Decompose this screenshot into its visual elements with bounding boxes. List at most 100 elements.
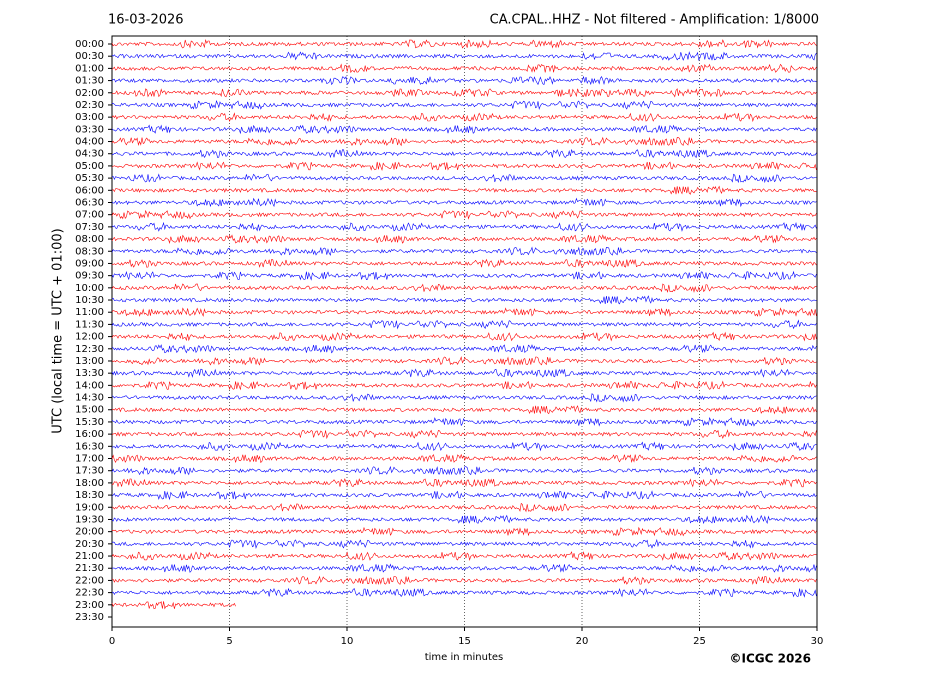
y-tick-label: 10:30 [75,295,104,306]
trace [111,136,817,147]
trace [111,331,817,342]
trace [111,441,817,452]
trace [111,563,817,573]
x-tick-label: 5 [226,636,232,647]
trace [111,209,817,220]
y-tick-label: 12:00 [75,332,104,343]
trace [111,490,817,501]
y-tick-label: 09:00 [75,258,104,269]
y-tick-label: 12:30 [75,344,104,355]
trace [111,453,817,464]
y-tick-label: 20:30 [75,539,104,550]
trace [111,100,817,111]
y-tick-label: 20:00 [75,527,104,538]
trace [111,234,817,245]
trace [111,344,817,354]
y-tick-label: 11:00 [75,307,104,318]
y-tick-label: 23:00 [75,600,104,611]
x-tick-label: 20 [576,636,589,647]
y-tick-label: 22:30 [75,588,104,599]
x-tick-label: 0 [109,636,115,647]
trace [111,246,817,256]
trace [111,63,817,74]
y-tick-label: 06:30 [75,197,104,208]
x-axis-label: time in minutes [425,652,504,663]
trace [112,148,817,159]
y-tick-label: 14:30 [75,393,104,404]
y-tick-label: 16:00 [75,429,104,440]
plot-frame [111,35,818,628]
y-tick-label: 07:00 [75,210,104,221]
trace [111,465,817,476]
y-tick-label: 03:00 [75,112,104,123]
y-tick-label: 08:00 [75,234,104,245]
y-tick-label: 02:00 [75,88,104,99]
trace [111,307,817,317]
y-axis-label: UTC (local time = UTC + 01:00) [51,228,66,433]
trace [111,51,817,62]
chart-title-left: 16-03-2026 [108,13,184,28]
y-tick-label: 13:30 [75,368,104,379]
y-tick-label: 14:00 [75,380,104,391]
x-tick-label: 10 [341,636,354,647]
trace [111,368,817,378]
y-tick-label: 07:30 [75,222,104,233]
trace [111,587,817,598]
y-tick-label: 04:30 [75,149,104,160]
y-tick-label: 06:00 [75,185,104,196]
trace [111,380,817,391]
trace [111,319,817,330]
trace [111,39,817,49]
trace [111,258,817,268]
trace [111,601,236,610]
y-tick-label: 08:30 [75,246,104,257]
y-tick-label: 21:00 [75,551,104,562]
y-tick-label: 23:30 [75,612,104,623]
trace [111,393,817,403]
y-tick-label: 13:00 [75,356,104,367]
y-tick-label: 00:00 [75,39,104,50]
trace [111,356,817,366]
y-tick-label: 21:30 [75,563,104,574]
x-tick-label: 15 [458,636,471,647]
y-tick-label: 03:30 [75,124,104,135]
chart-title-right: CA.CPAL..HHZ - Not filtered - Amplificat… [490,13,819,28]
trace [111,417,817,427]
x-tick-label: 30 [811,636,824,647]
y-tick-label: 00:30 [75,51,104,62]
y-tick-label: 11:30 [75,319,104,330]
y-tick-label: 19:30 [75,514,104,525]
y-tick-label: 18:30 [75,490,104,501]
trace [111,185,817,195]
trace [111,526,817,537]
y-tick-label: 05:30 [75,173,104,184]
y-tick-label: 18:00 [75,478,104,489]
trace [111,161,817,172]
trace [111,551,817,562]
x-tick-label: 25 [693,636,706,647]
trace [111,514,817,525]
y-tick-label: 01:30 [75,76,104,87]
trace [111,405,817,415]
y-tick-label: 15:00 [75,405,104,416]
y-tick-label: 22:00 [75,575,104,586]
trace [111,197,817,208]
y-tick-label: 19:00 [75,502,104,513]
y-tick-label: 16:30 [75,441,104,452]
trace [111,502,817,513]
trace [111,270,817,281]
y-tick-label: 15:30 [75,417,104,428]
trace [111,124,817,135]
y-tick-label: 05:00 [75,161,104,172]
trace [111,295,817,305]
y-tick-label: 17:30 [75,466,104,477]
trace [111,429,817,440]
y-tick-label: 02:30 [75,100,104,111]
y-tick-label: 17:00 [75,454,104,465]
trace [111,112,817,123]
trace [111,575,817,585]
y-tick-label: 09:30 [75,271,104,282]
y-tick-label: 04:00 [75,137,104,148]
trace [112,478,817,488]
